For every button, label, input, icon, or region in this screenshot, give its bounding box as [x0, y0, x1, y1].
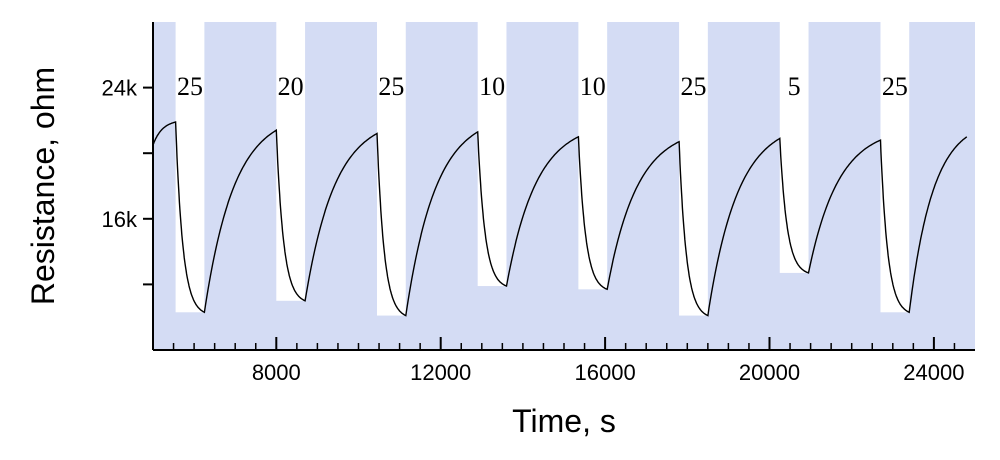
y-axis-title: Resistance, ohm	[25, 67, 61, 305]
pulse-label-7: 5	[788, 72, 801, 101]
gas-pulse-3	[376, 22, 406, 316]
pulse-label-2: 20	[278, 72, 304, 101]
gas-pulse-4	[477, 22, 507, 287]
x-tick-label: 16000	[575, 360, 636, 385]
gas-pulse-7	[779, 22, 809, 273]
gas-pulse-2	[276, 22, 306, 301]
gas-pulse-1	[175, 22, 205, 313]
pulse-label-6: 25	[680, 72, 706, 101]
gas-pulse-regions	[175, 22, 910, 316]
y-tick-label: 16k	[102, 207, 138, 232]
pulse-labels: 25 20 25 10 10 25 5 25	[177, 72, 908, 101]
pulse-label-1: 25	[177, 72, 203, 101]
pulse-label-5: 10	[580, 72, 606, 101]
pulse-label-8: 25	[882, 72, 908, 101]
x-tick-label: 12000	[410, 360, 471, 385]
resistance-series-line	[152, 121, 968, 317]
axes: 8000 12000 16000 20000 24000 16k 24k	[102, 22, 975, 385]
gas-pulse-5	[578, 22, 608, 290]
pulse-label-4: 10	[479, 72, 505, 101]
x-tick-label: 8000	[252, 360, 301, 385]
gas-pulse-8	[880, 22, 910, 313]
x-axis-title: Time, s	[512, 403, 616, 439]
y-tick-label: 24k	[102, 76, 138, 101]
x-tick-label: 24000	[903, 360, 964, 385]
x-tick-label: 20000	[739, 360, 800, 385]
gas-pulse-6	[679, 22, 708, 316]
pulse-label-3: 25	[378, 72, 404, 101]
